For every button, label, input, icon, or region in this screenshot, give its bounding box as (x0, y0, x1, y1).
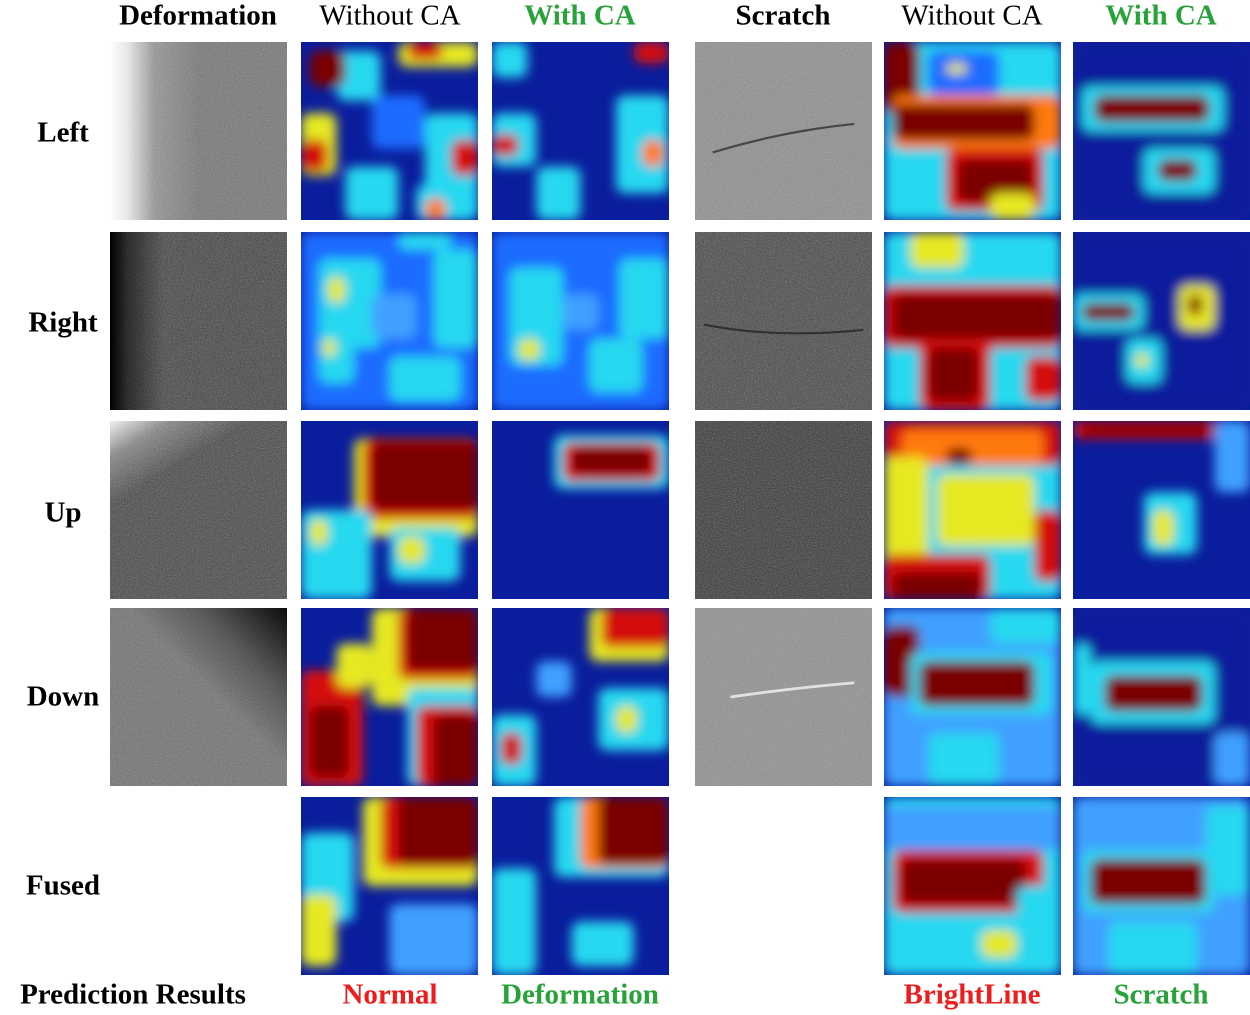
tile-left-deformation-without-ca (301, 42, 478, 220)
tile-up-scratch-image (695, 421, 872, 599)
row-label-down: Down (26, 680, 100, 713)
tile-up-deformation-with-ca (492, 421, 669, 599)
prediction-scratch-with-ca: Scratch (1113, 978, 1209, 1011)
tile-up-scratch-without-ca (884, 421, 1061, 599)
prediction-deformation-without-ca: Normal (342, 978, 438, 1011)
tile-right-scratch-with-ca (1073, 232, 1250, 410)
tile-down-scratch-image (695, 608, 872, 786)
tile-down-deformation-without-ca (301, 608, 478, 786)
tile-fused-scratch-with-ca (1073, 797, 1250, 975)
tile-up-deformation-without-ca (301, 421, 478, 599)
tile-left-scratch-with-ca (1073, 42, 1250, 220)
tile-fused-deformation-with-ca (492, 797, 669, 975)
tile-left-scratch-without-ca (884, 42, 1061, 220)
tile-right-deformation-with-ca (492, 232, 669, 410)
tile-right-scratch-image (695, 232, 872, 410)
row-label-right: Right (28, 306, 98, 339)
tile-up-deformation-image (110, 421, 287, 599)
tile-left-scratch-image (695, 42, 872, 220)
prediction-scratch-without-ca: BrightLine (903, 978, 1041, 1011)
tile-left-deformation-image (110, 42, 287, 220)
tile-down-scratch-with-ca (1073, 608, 1250, 786)
row-label-fused: Fused (25, 869, 101, 902)
header-without-ca-scratch: Without CA (901, 0, 1043, 32)
tile-fused-scratch-without-ca (884, 797, 1061, 975)
header-with-ca-deformation: With CA (524, 0, 636, 32)
prediction-results-label: Prediction Results (20, 978, 246, 1011)
tile-down-deformation-image (110, 608, 287, 786)
tile-fused-deformation-without-ca (301, 797, 478, 975)
header-deformation: Deformation (119, 0, 277, 32)
header-scratch: Scratch (735, 0, 831, 32)
row-label-left: Left (37, 116, 89, 149)
header-without-ca-deformation: Without CA (319, 0, 461, 32)
header-with-ca-scratch: With CA (1105, 0, 1217, 32)
prediction-deformation-with-ca: Deformation (501, 978, 659, 1011)
tile-right-deformation-image (110, 232, 287, 410)
tile-down-deformation-with-ca (492, 608, 669, 786)
tile-right-scratch-without-ca (884, 232, 1061, 410)
row-label-up: Up (44, 496, 82, 529)
tile-left-deformation-with-ca (492, 42, 669, 220)
tile-down-scratch-without-ca (884, 608, 1061, 786)
tile-right-deformation-without-ca (301, 232, 478, 410)
tile-up-scratch-with-ca (1073, 421, 1250, 599)
